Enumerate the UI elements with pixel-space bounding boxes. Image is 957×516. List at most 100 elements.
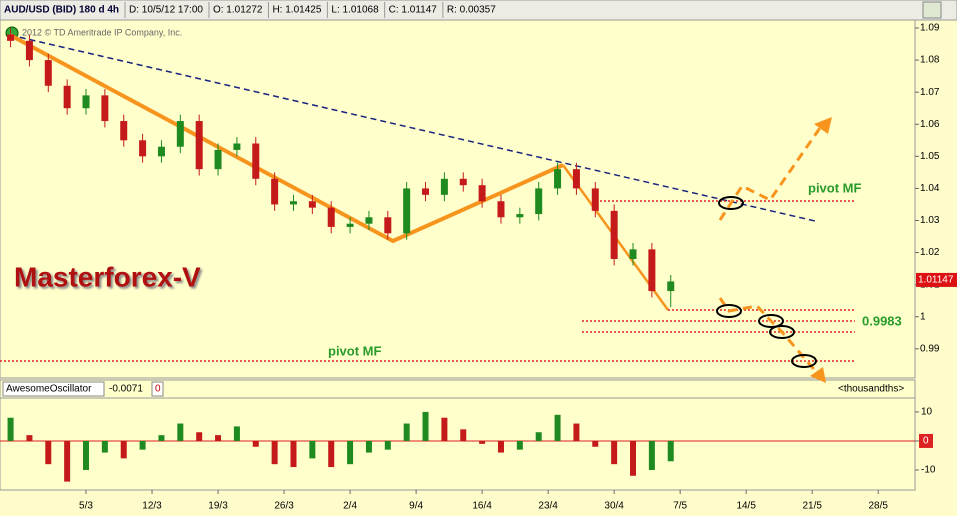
y-tick-label: 1.06 — [920, 119, 940, 130]
candle-body — [346, 223, 354, 227]
annotation-label: pivot MF — [808, 180, 861, 195]
x-tick-label: 2/4 — [343, 501, 357, 512]
annotation-label: pivot MF — [328, 343, 381, 358]
indicator-value: -0.0071 — [109, 384, 143, 395]
y-tick-label: 1.04 — [920, 183, 940, 194]
y-tick-label: 1.08 — [920, 55, 940, 66]
candle-body — [535, 188, 543, 215]
osc-bar — [45, 440, 52, 465]
indicator-name-box — [2, 381, 105, 397]
candle-body — [554, 169, 562, 189]
osc-y-tick-label: 0 — [923, 436, 929, 447]
highlight-ellipse — [758, 314, 784, 328]
osc-bar — [554, 414, 561, 441]
osc-bar — [497, 440, 504, 453]
header-field: C: 1.01147 — [389, 5, 438, 16]
x-tick-label: 26/3 — [274, 501, 294, 512]
candle-body — [478, 185, 486, 202]
osc-bar — [403, 423, 410, 441]
y-tick-label: 1.03 — [920, 215, 940, 226]
candle-body — [139, 140, 147, 157]
trend-line — [9, 34, 816, 222]
candle-body — [308, 201, 316, 208]
candle-body — [101, 95, 109, 122]
osc-bar — [516, 440, 523, 450]
osc-bar — [309, 440, 316, 459]
highlight-ellipse — [791, 354, 817, 368]
osc-bar — [648, 440, 655, 470]
osc-bar — [573, 423, 580, 441]
candle-body — [195, 121, 203, 170]
unit-note: <thousandths> — [838, 384, 904, 395]
osc-bar — [611, 440, 618, 465]
osc-bar — [365, 440, 372, 453]
candle-body — [667, 281, 675, 292]
candle-body — [403, 188, 411, 234]
osc-bar — [271, 440, 278, 465]
candle-body — [629, 249, 637, 259]
arrow-head — [814, 117, 832, 134]
scroll-button[interactable] — [922, 1, 942, 19]
candle-body — [610, 210, 618, 259]
last-price-box — [916, 272, 957, 287]
copyright: 2012 © TD Ameritrade IP Company, Inc. — [22, 27, 182, 37]
candle-body — [591, 188, 599, 211]
candle-body — [497, 201, 505, 218]
osc-bar — [328, 440, 335, 468]
osc-bar — [460, 429, 467, 441]
osc-bar — [422, 411, 429, 441]
header-field: O: 1.01272 — [213, 5, 263, 16]
candle-body — [384, 217, 392, 234]
candle-body — [214, 149, 222, 170]
candle-body — [7, 34, 15, 41]
candle-body — [516, 214, 524, 218]
indicator-panel — [0, 397, 916, 491]
candle-body — [327, 207, 335, 227]
x-tick-label: 9/4 — [409, 501, 423, 512]
osc-bar — [592, 440, 599, 447]
x-tick-label: 21/5 — [802, 501, 822, 512]
indicator-level-box — [151, 381, 164, 397]
x-tick-label: 12/3 — [142, 501, 162, 512]
candle-body — [252, 143, 260, 179]
x-tick-label: 7/5 — [673, 501, 687, 512]
y-tick-label: 1 — [920, 311, 926, 322]
header-field: AUD/USD (BID) 180 d 4h — [4, 5, 119, 16]
osc-bar — [83, 440, 90, 470]
candle-body — [271, 178, 279, 205]
candle-body — [459, 178, 467, 186]
osc-bar — [630, 440, 637, 476]
osc-y-tick-label: -10 — [921, 465, 936, 476]
zero-label-box — [919, 433, 933, 448]
arrow-head — [810, 367, 826, 383]
osc-bar — [7, 417, 14, 441]
candle-body — [572, 169, 580, 189]
osc-bar — [196, 432, 203, 441]
x-tick-label: 16/4 — [472, 501, 492, 512]
osc-bar — [26, 435, 33, 441]
wave-line — [9, 33, 564, 244]
x-tick-label: 5/3 — [79, 501, 93, 512]
highlight-ellipse — [718, 196, 744, 210]
candle-body — [289, 201, 297, 205]
candle-body — [63, 85, 71, 109]
osc-bar — [139, 440, 146, 450]
osc-bar — [441, 417, 448, 441]
osc-bar — [101, 440, 108, 453]
candle-body — [25, 40, 33, 61]
candle-body — [157, 146, 165, 157]
osc-y-tick-label: 10 — [921, 407, 933, 418]
osc-bar — [667, 440, 674, 462]
candle-body — [365, 217, 373, 224]
osc-bar — [177, 423, 184, 441]
y-tick-label: 1.07 — [920, 87, 940, 98]
y-tick-label: 1.05 — [920, 151, 940, 162]
candle-body — [440, 178, 448, 195]
forecast-path — [718, 124, 824, 221]
highlight-ellipse — [769, 325, 795, 339]
indicator-level: 0 — [155, 384, 161, 395]
osc-bar — [290, 440, 297, 468]
watermark: Masterforex-V — [14, 261, 201, 292]
